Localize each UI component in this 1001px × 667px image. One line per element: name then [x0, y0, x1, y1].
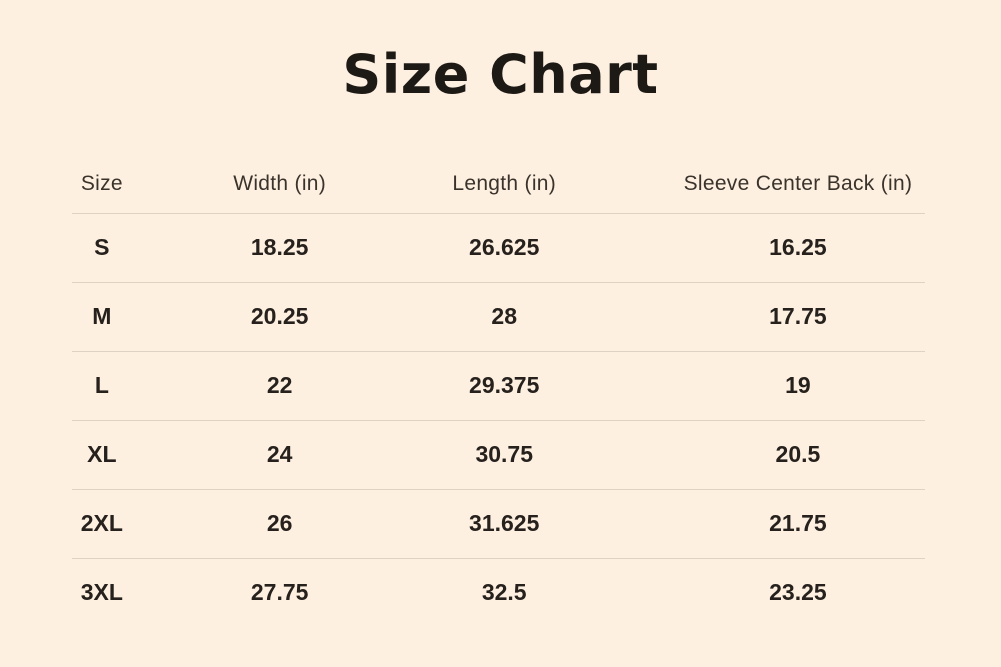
size-label: M — [92, 303, 112, 329]
width-value: 20.25 — [250, 303, 309, 329]
width-value: 26 — [266, 510, 293, 536]
column-header-sleeve-center-back: Sleeve Center Back (in) — [600, 156, 925, 214]
size-label: XL — [87, 441, 117, 467]
length-value: 32.5 — [481, 579, 527, 606]
table-header-row: Size Width (in) Length (in) Sleeve Cente… — [72, 156, 925, 214]
size-label: 2XL — [80, 510, 123, 536]
sleeve-value: 16.25 — [769, 234, 827, 260]
length-value: 28 — [491, 303, 518, 329]
page-title: Size Chart — [342, 43, 659, 106]
column-header-width: Width (in) — [131, 156, 388, 214]
width-value: 24 — [266, 441, 293, 467]
length-value: 31.625 — [469, 510, 540, 536]
width-value: 22 — [266, 372, 293, 398]
length-value: 30.75 — [475, 441, 533, 467]
size-chart-table: Size Width (in) Length (in) Sleeve Cente… — [72, 156, 925, 627]
sleeve-value: 21.75 — [769, 510, 827, 536]
sleeve-value: 20.5 — [775, 441, 821, 467]
column-header-size: Size — [72, 156, 132, 214]
column-header-length: Length (in) — [387, 156, 601, 214]
size-label: S — [94, 234, 110, 260]
width-value: 18.25 — [250, 234, 309, 260]
length-value: 29.375 — [469, 372, 540, 398]
table-row-2xl: 2XL 26 31.625 21.75 — [72, 489, 925, 558]
table-row-3xl: 3XL 27.75 32.5 23.25 — [72, 558, 925, 627]
table-row-l: L 22 29.375 19 — [72, 351, 925, 420]
sleeve-value: 23.25 — [769, 579, 827, 606]
size-label: L — [94, 372, 109, 398]
width-value: 27.75 — [250, 579, 309, 606]
size-label: 3XL — [80, 579, 123, 606]
sleeve-value: 17.75 — [769, 303, 827, 329]
length-value: 26.625 — [469, 234, 540, 260]
sleeve-value: 19 — [785, 372, 811, 398]
table-row-xl: XL 24 30.75 20.5 — [72, 420, 925, 489]
table-row-s: S 18.25 26.625 16.25 — [72, 213, 925, 282]
table-row-m: M 20.25 28 17.75 — [72, 282, 925, 351]
